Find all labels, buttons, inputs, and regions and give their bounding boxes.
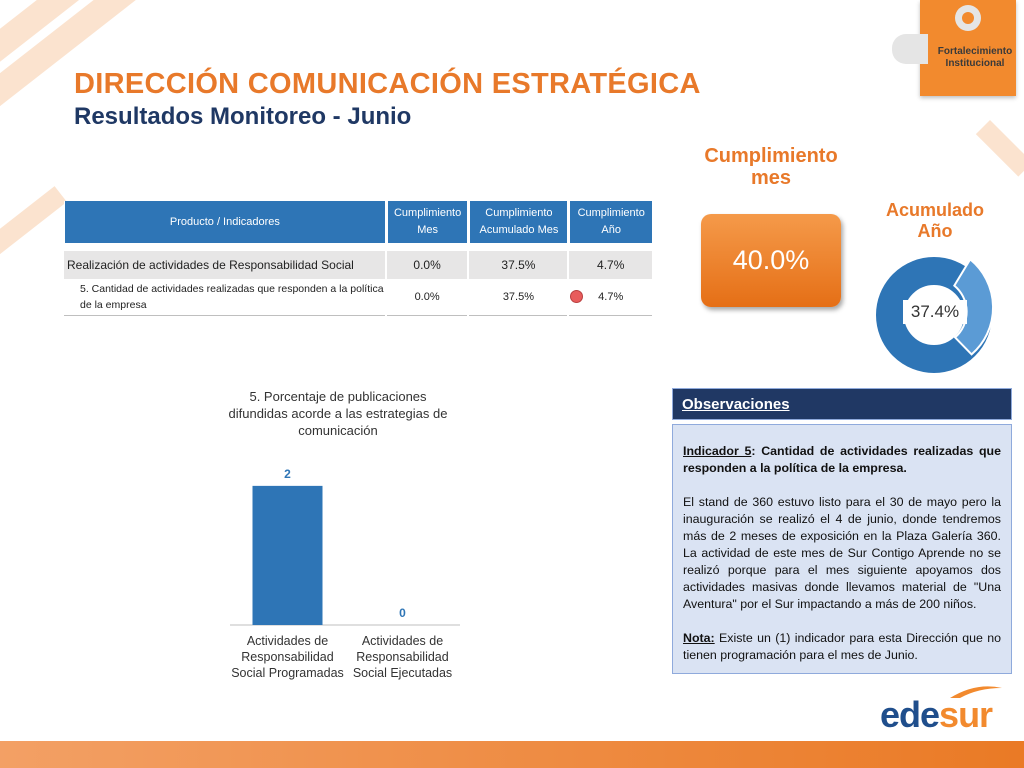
footer-bar xyxy=(0,741,1024,768)
logo-text: Fortalecimiento Institucional xyxy=(937,46,1013,69)
cell-acumulado: 37.5% xyxy=(469,251,568,279)
category-label: Responsabilidad xyxy=(241,650,333,664)
puzzle-icon xyxy=(955,5,981,31)
observacion-nota: Nota: Existe un (1) indicador para esta … xyxy=(683,631,1001,662)
kpi-anio-value: 37.4% xyxy=(903,300,967,324)
header-acumulado: Cumplimiento Acumulado Mes xyxy=(469,201,568,243)
category-label: Actividades de xyxy=(247,634,328,648)
chart-title: 5. Porcentaje de publicaciones difundida… xyxy=(228,389,448,438)
status-red-dot-icon xyxy=(570,290,584,303)
kpi-mes-value: 40.0% xyxy=(701,214,841,307)
cell-mes: 0.0% xyxy=(386,251,468,279)
table-header-row: Producto / Indicadores Cumplimiento Mes C… xyxy=(64,201,652,243)
observaciones-header: Observaciones xyxy=(672,388,1012,420)
fortalecimiento-logo xyxy=(920,0,1016,96)
decorative-stripe xyxy=(0,186,67,276)
cell-acumulado: 37.5% xyxy=(469,279,568,316)
header-mes: Cumplimiento Mes xyxy=(386,201,468,243)
observacion-detalle: El stand de 360 estuvo listo para el 30 … xyxy=(683,495,1001,611)
cell-mes: 0.0% xyxy=(386,279,468,316)
bar-chart: 2 Actividades de Responsabilidad Social Pro… xyxy=(230,467,460,680)
table-row: Realización de actividades de Responsabi… xyxy=(64,251,652,279)
indicators-table: Producto / Indicadores Cumplimiento Mes C… xyxy=(62,201,654,316)
page-title: DIRECCIÓN COMUNICACIÓN ESTRATÉGICA xyxy=(74,68,701,100)
edesur-logo: edesur xyxy=(880,694,993,735)
row-label: 5. Cantidad de actividades realizadas qu… xyxy=(64,279,385,316)
kpi-mes-label: Cumplimiento mes xyxy=(704,145,838,189)
category-label: Actividades de xyxy=(362,634,443,648)
table-row: 5. Cantidad de actividades realizadas qu… xyxy=(64,279,652,316)
observacion-indicador: Indicador 5: Cantidad de actividades rea… xyxy=(683,444,1001,475)
data-label: 2 xyxy=(284,467,291,481)
header-product: Producto / Indicadores xyxy=(64,201,385,243)
bar xyxy=(252,485,323,625)
puzzle-piece-decor xyxy=(892,34,928,64)
page-subtitle: Resultados Monitoreo - Junio xyxy=(74,103,412,130)
row-label: Realización de actividades de Responsabi… xyxy=(64,251,385,279)
edesur-swoosh-icon xyxy=(950,686,1002,698)
kpi-anio-label: Acumulado Año xyxy=(885,200,984,241)
cell-anio: 4.7% xyxy=(569,251,652,279)
header-anio: Cumplimiento Año xyxy=(569,201,652,243)
category-label: Responsabilidad xyxy=(356,650,448,664)
observaciones-body: Indicador 5: Cantidad de actividades rea… xyxy=(672,424,1012,674)
data-label: 0 xyxy=(399,606,406,620)
category-label: Social Ejecutadas xyxy=(353,666,452,680)
decorative-stripe xyxy=(975,120,1024,177)
cell-anio: 4.7% xyxy=(569,279,652,316)
category-label: Social Programadas xyxy=(231,666,344,680)
